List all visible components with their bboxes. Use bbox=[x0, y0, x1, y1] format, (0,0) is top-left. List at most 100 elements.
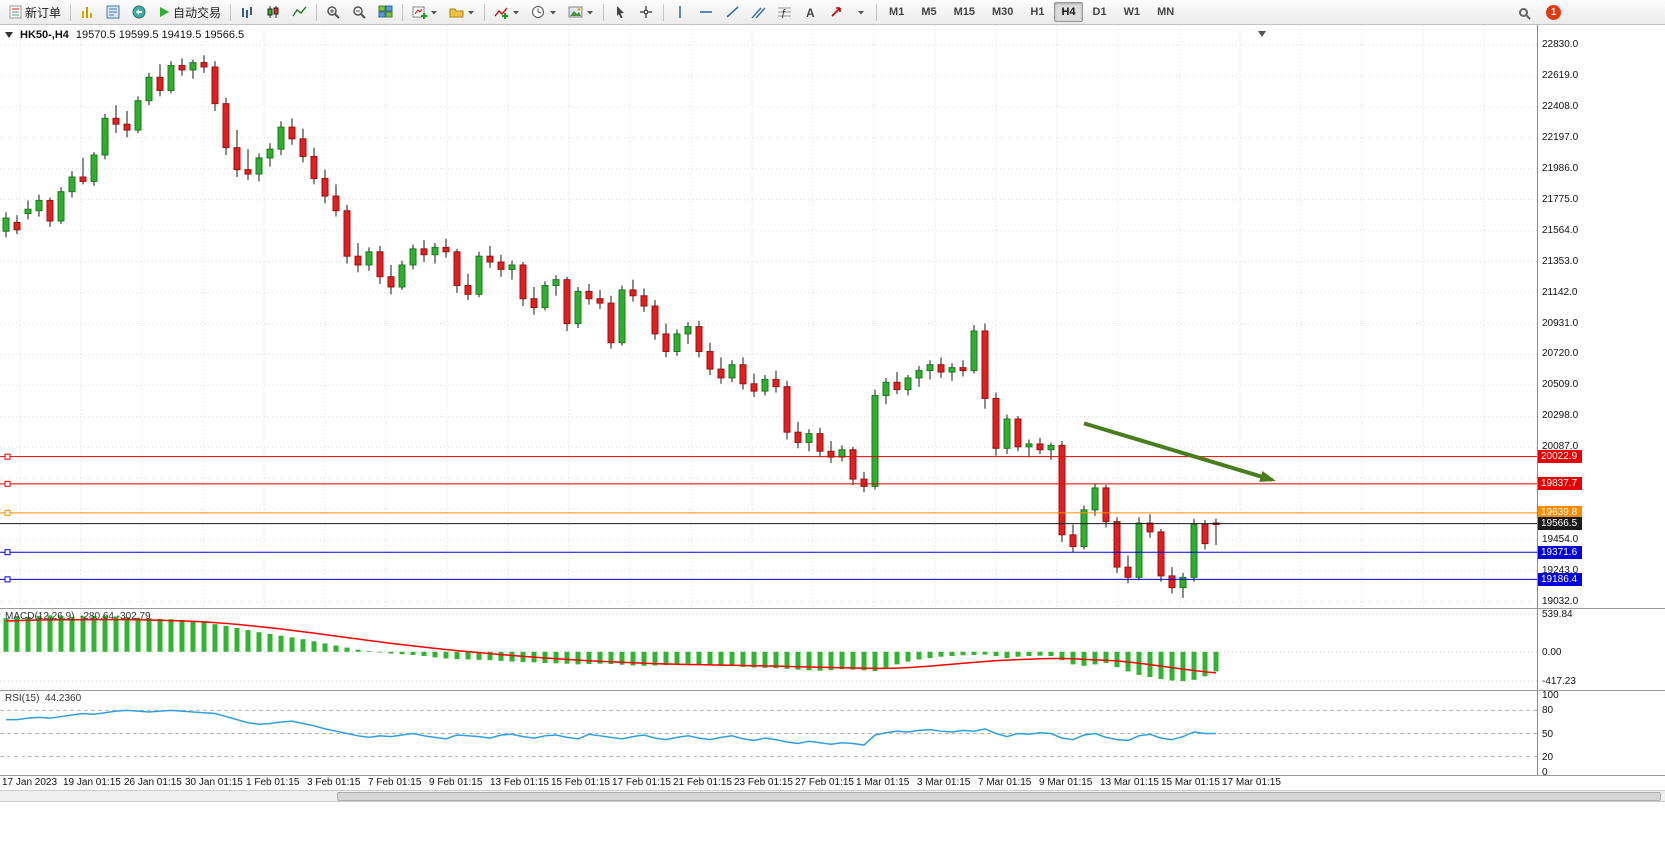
pivot-line-handle[interactable] bbox=[4, 509, 11, 516]
time-axis-label: 26 Jan 01:15 bbox=[124, 777, 182, 788]
time-axis-label: 9 Feb 01:15 bbox=[429, 777, 483, 788]
tile-windows-button[interactable] bbox=[373, 2, 398, 23]
price-axis-label: 19032.0 bbox=[1542, 596, 1579, 607]
rsi-panel[interactable] bbox=[0, 691, 1537, 775]
new-chart-icon bbox=[412, 5, 428, 19]
profiles-button[interactable] bbox=[444, 2, 480, 23]
bid-price-line-price-tag: 19566.5 bbox=[1538, 517, 1582, 531]
horizontal-line-button[interactable] bbox=[694, 2, 719, 23]
toolbar: 新订单 自动交易 ƒ A M1 M5 M15 M30 H1 H4 D1 W1 MN 1 bbox=[0, 0, 1665, 25]
timeframe-m15[interactable]: M15 bbox=[953, 6, 975, 18]
toolbar-separator bbox=[876, 3, 878, 21]
search-button[interactable] bbox=[1512, 2, 1534, 23]
navigator-button[interactable] bbox=[101, 2, 126, 23]
timeframe-w1[interactable]: W1 bbox=[1123, 6, 1141, 18]
timeframe-h1[interactable]: H1 bbox=[1030, 6, 1045, 18]
timeframe-d1[interactable]: D1 bbox=[1092, 6, 1107, 18]
new-order-button[interactable]: 新订单 bbox=[4, 2, 66, 23]
rsi-name: RSI(15) bbox=[5, 693, 40, 704]
fibonacci-icon: ƒ bbox=[777, 5, 792, 19]
main-chart[interactable] bbox=[0, 25, 1537, 609]
periods-button[interactable] bbox=[526, 2, 562, 23]
drawing-tools-menu-button[interactable] bbox=[850, 2, 872, 23]
resistance-line-1-price-tag: 20022.9 bbox=[1538, 450, 1582, 464]
periods-icon bbox=[531, 5, 546, 19]
time-axis-label: 23 Feb 01:15 bbox=[734, 777, 793, 788]
time-axis-label: 1 Mar 01:15 bbox=[856, 777, 910, 788]
macd-panel[interactable] bbox=[0, 609, 1537, 690]
new-chart-button[interactable] bbox=[407, 2, 443, 23]
equidistant-channel-button[interactable] bbox=[746, 2, 771, 23]
panel-separator[interactable] bbox=[0, 690, 1665, 691]
resistance-line-2-handle[interactable] bbox=[4, 480, 11, 487]
zoom-in-button[interactable] bbox=[321, 2, 346, 23]
line-chart-icon bbox=[292, 5, 307, 19]
rsi-axis-label: 100 bbox=[1542, 690, 1559, 701]
horizontal-scrollbar[interactable] bbox=[0, 790, 1665, 802]
timeframe-m30[interactable]: M30 bbox=[992, 6, 1014, 18]
timeframe-h4[interactable]: H4 bbox=[1054, 2, 1083, 22]
fibonacci-button[interactable]: ƒ bbox=[772, 2, 797, 23]
support-line-2-handle[interactable] bbox=[4, 576, 11, 583]
macd-axis-label: 539.84 bbox=[1542, 609, 1573, 620]
support-line-1-handle[interactable] bbox=[4, 549, 11, 556]
text-button[interactable]: A bbox=[798, 2, 823, 23]
price-axis-label: 22408.0 bbox=[1542, 100, 1579, 112]
terminal-button[interactable] bbox=[127, 2, 152, 23]
chart-shift-marker[interactable] bbox=[1258, 31, 1266, 37]
macd-signal-line bbox=[5, 618, 1217, 674]
price-axis-label: 20931.0 bbox=[1542, 317, 1579, 329]
support-line-1-price-tag: 19371.6 bbox=[1538, 545, 1582, 559]
toolbar-separator bbox=[230, 3, 232, 21]
price-axis-label: 19454.0 bbox=[1542, 534, 1579, 546]
terminal-icon bbox=[132, 5, 147, 19]
macd-axis-label: 0.00 bbox=[1542, 646, 1562, 658]
text-icon: A bbox=[803, 5, 818, 19]
cand​lestick-chart-button[interactable] bbox=[261, 2, 286, 23]
arrows-button[interactable] bbox=[824, 2, 849, 23]
toolbar-separator bbox=[402, 3, 404, 21]
line-chart-button[interactable] bbox=[287, 2, 312, 23]
cursor-button[interactable] bbox=[608, 2, 633, 23]
vertical-line-button[interactable] bbox=[668, 2, 693, 23]
templates-button[interactable] bbox=[563, 2, 599, 23]
price-axis[interactable] bbox=[1537, 25, 1665, 775]
timeframe-m5[interactable]: M5 bbox=[921, 6, 937, 18]
time-axis[interactable]: 17 Jan 2023 19 Jan 01:15 26 Jan 01:15 30 Ja… bbox=[0, 777, 1537, 790]
resistance-line-1-handle[interactable] bbox=[4, 453, 11, 460]
toolbar-separator bbox=[484, 3, 486, 21]
price-axis-label: 22830.0 bbox=[1542, 39, 1579, 50]
quotes-button[interactable] bbox=[75, 2, 100, 23]
templates-icon bbox=[568, 5, 583, 19]
time-axis-label: 17 Mar 01:15 bbox=[1222, 777, 1281, 788]
rsi-label: RSI(15) 44.2360 bbox=[5, 693, 81, 704]
rsi-line bbox=[6, 709, 1216, 746]
notification-badge[interactable]: 1 bbox=[1546, 4, 1561, 20]
indicators-icon bbox=[494, 5, 509, 19]
zoom-out-button[interactable] bbox=[347, 2, 372, 23]
indicators-caret-icon bbox=[512, 5, 520, 19]
macd-histogram bbox=[3, 615, 1219, 681]
timeframe-m1[interactable]: M1 bbox=[889, 6, 905, 18]
scrollbar-thumb[interactable] bbox=[337, 792, 1661, 801]
chart-symbol-period: HK50-,H4 bbox=[20, 29, 69, 41]
price-axis-label: 21986.0 bbox=[1542, 162, 1579, 174]
trendline-button[interactable] bbox=[720, 2, 745, 23]
timeframe-mn[interactable]: MN bbox=[1157, 6, 1175, 18]
bar-chart-button[interactable] bbox=[235, 2, 260, 23]
zoom-out-icon bbox=[352, 5, 367, 19]
macd-name: MACD(12,26,9) bbox=[5, 611, 75, 622]
price-axis-label: 20720.0 bbox=[1542, 348, 1579, 360]
trend-arrow[interactable] bbox=[1083, 421, 1273, 482]
panel-separator[interactable] bbox=[0, 608, 1665, 609]
toolbar-separator bbox=[663, 3, 665, 21]
macd-label: MACD(12,26,9) -280.64 -302.79 bbox=[5, 611, 151, 622]
one-click-panel-toggle-icon[interactable] bbox=[5, 32, 13, 38]
support-line-2-price-tag: 19186.4 bbox=[1538, 572, 1582, 586]
crosshair-button[interactable] bbox=[634, 2, 659, 23]
indicators-button[interactable] bbox=[489, 2, 525, 23]
autotrading-button[interactable]: 自动交易 bbox=[153, 2, 226, 23]
time-axis-label: 15 Mar 01:15 bbox=[1161, 777, 1220, 788]
templates-caret-icon bbox=[586, 5, 594, 19]
